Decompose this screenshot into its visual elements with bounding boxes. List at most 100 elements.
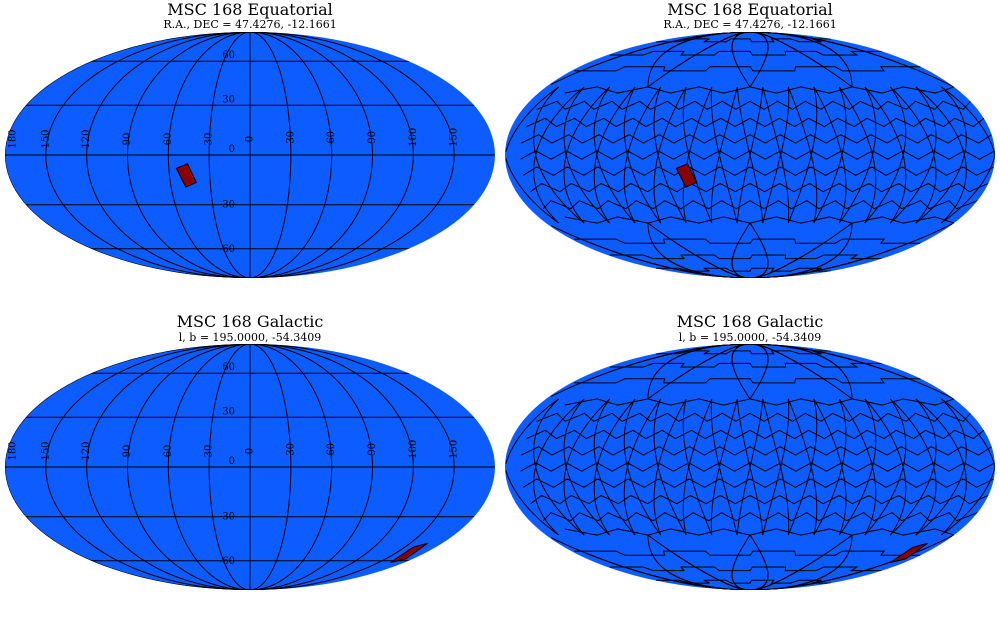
- lat-tick-label: -30: [219, 512, 235, 523]
- tile-boundary: [749, 344, 769, 400]
- panel-title: MSC 168 Galactic: [677, 312, 824, 331]
- tile-boundary: [710, 398, 738, 536]
- lon-tick-label: -90: [367, 443, 378, 459]
- tile-boundary: [520, 150, 995, 160]
- tile-boundary: [647, 344, 751, 400]
- lon-tick-label: -30: [285, 443, 296, 459]
- panel-subtitle: l, b = 195.0000, -54.3409: [179, 331, 321, 344]
- tile-boundary: [736, 86, 764, 224]
- lon-tick-label: 30: [204, 445, 215, 458]
- tile-boundary: [889, 86, 937, 224]
- lon-tick-label: -30: [285, 131, 296, 147]
- tile-boundary: [550, 225, 751, 278]
- tile-boundary: [623, 86, 662, 224]
- lon-tick-label: -150: [449, 128, 460, 150]
- tile-boundary: [915, 398, 967, 536]
- lon-tick-label: -60: [326, 131, 337, 147]
- tile-boundary: [647, 535, 751, 590]
- tile-boundary: [647, 32, 751, 88]
- tile-boundary: [749, 344, 853, 400]
- tile-boundary: [682, 86, 713, 224]
- tile-boundary: [813, 86, 847, 224]
- tile-boundary: [749, 534, 955, 590]
- lon-tick-label: -180: [408, 128, 419, 150]
- lon-tick-label: 30: [204, 133, 215, 146]
- tile-boundary: [749, 222, 769, 278]
- tile-boundary: [864, 86, 907, 224]
- panel-title: MSC 168 Equatorial: [667, 0, 833, 19]
- tile-boundary: [749, 534, 769, 590]
- tile-boundary: [533, 86, 585, 224]
- cluster-footprint: [890, 542, 928, 563]
- tile-boundary: [647, 344, 751, 399]
- panel-subtitle: R.A., DEC = 47.4276, -12.1661: [163, 18, 336, 31]
- lon-tick-label: 150: [40, 441, 51, 460]
- lat-tick-label: 30: [222, 94, 235, 105]
- tile-boundary: [731, 344, 751, 400]
- panel-title: MSC 168 Equatorial: [167, 0, 333, 19]
- panel-subtitle: l, b = 195.0000, -54.3409: [679, 331, 821, 344]
- tile-boundary: [655, 350, 831, 355]
- tile-boundary: [749, 344, 955, 400]
- lon-tick-label: 60: [163, 133, 174, 146]
- tile-boundary: [523, 166, 995, 176]
- tile-boundary: [838, 86, 877, 224]
- tile-boundary: [521, 134, 992, 144]
- lat-tick-label: 30: [222, 406, 235, 417]
- tile-boundary: [787, 86, 818, 224]
- tile-boundary: [593, 86, 636, 224]
- tile-boundary: [731, 32, 751, 88]
- tile-boundary: [609, 50, 882, 56]
- tile-boundary: [505, 398, 559, 464]
- tile-boundary: [505, 158, 559, 224]
- tile-boundary: [838, 398, 877, 536]
- tile-boundary: [550, 32, 751, 85]
- tile-boundary: [550, 344, 751, 397]
- lat-tick-label: 0: [229, 456, 235, 467]
- tile-boundary: [520, 462, 995, 472]
- panel-galactic-graticule: MSC 168 Galactic l, b = 195.0000, -54.34…: [5, 312, 495, 590]
- tile-boundary: [749, 344, 853, 399]
- tile-boundary: [864, 398, 907, 536]
- tile-boundary: [762, 398, 790, 536]
- tile-boundary: [749, 535, 853, 590]
- tile-boundary: [505, 470, 559, 536]
- tile-boundary: [564, 86, 955, 94]
- cluster-footprint: [175, 163, 198, 188]
- tile-boundary: [530, 494, 989, 505]
- tile-boundary: [574, 550, 921, 556]
- tile-boundary: [731, 222, 751, 278]
- panel-title: MSC 168 Galactic: [177, 312, 324, 331]
- tile-boundary: [655, 38, 831, 43]
- panel-equatorial-graticule: MSC 168 Equatorial R.A., DEC = 47.4276, …: [5, 0, 495, 278]
- tile-boundary: [593, 398, 636, 536]
- tile-boundary: [749, 534, 853, 590]
- panel-equatorial-tiles: MSC 168 Equatorial R.A., DEC = 47.4276, …: [505, 0, 995, 278]
- tile-boundary: [710, 86, 738, 224]
- tile-boundary: [564, 528, 955, 536]
- tile-boundary: [731, 534, 751, 590]
- lon-tick-label: -180: [408, 440, 419, 462]
- cluster-footprint: [675, 163, 698, 188]
- lat-tick-label: 60: [222, 362, 235, 373]
- tile-boundary: [521, 446, 992, 456]
- lat-tick-label: -30: [219, 200, 235, 211]
- sky-map: [505, 344, 995, 590]
- tile-boundary: [564, 398, 955, 406]
- lon-tick-label: 120: [81, 441, 92, 460]
- tile-boundary: [749, 32, 769, 88]
- tile-boundary: [542, 200, 978, 210]
- tile-boundary: [889, 398, 937, 536]
- lon-tick-label: 180: [8, 129, 19, 148]
- tile-boundary: [655, 267, 831, 272]
- tile-boundary: [564, 216, 955, 224]
- lon-tick-label: 120: [81, 129, 92, 148]
- lat-tick-label: -60: [219, 244, 235, 255]
- tile-boundary: [550, 537, 751, 590]
- sky-map: 60 30 0 -30 -60 180 150 120 90 60 30 0 -30 -60 -90 -180…: [5, 344, 495, 590]
- panel-subtitle: R.A., DEC = 47.4276, -12.1661: [663, 18, 836, 31]
- tile-boundary: [915, 86, 967, 224]
- panel-galactic-tiles: MSC 168 Galactic l, b = 195.0000, -54.34…: [505, 312, 995, 590]
- tile-boundary: [736, 398, 764, 536]
